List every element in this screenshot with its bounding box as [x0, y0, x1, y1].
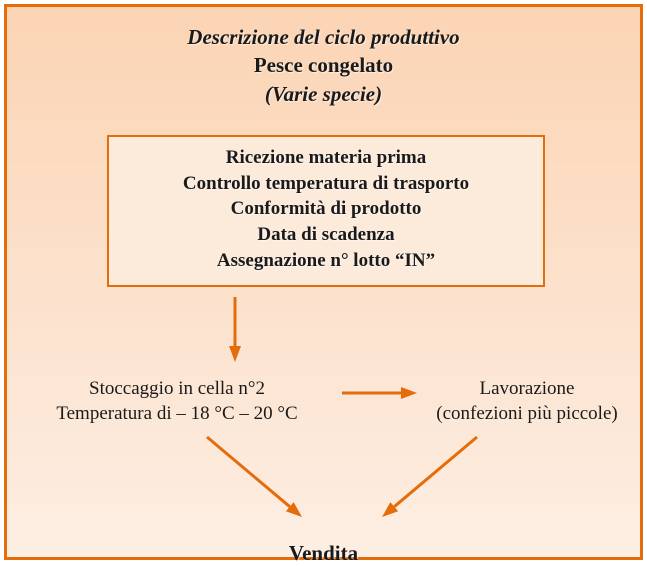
storage-line: Stoccaggio in cella n°2 — [29, 377, 325, 402]
storage-line: Temperatura di – 18 °C – 20 °C — [29, 402, 325, 427]
reception-line: Data di scadenza — [123, 222, 529, 248]
title-sub1: Pesce congelato — [7, 51, 640, 79]
reception-line: Conformità di prodotto — [123, 196, 529, 222]
reception-box: Ricezione materia prima Controllo temper… — [107, 135, 545, 287]
reception-line: Assegnazione n° lotto “IN” — [123, 248, 529, 274]
processing-line: (confezioni più piccole) — [427, 402, 627, 427]
storage-block: Stoccaggio in cella n°2 Temperatura di –… — [29, 377, 325, 426]
processing-line: Lavorazione — [427, 377, 627, 402]
header-block: Descrizione del ciclo produttivo Pesce c… — [7, 23, 640, 108]
arrow-storage-to-processing — [322, 373, 437, 413]
title-main: Descrizione del ciclo produttivo — [7, 23, 640, 51]
title-sub2: (Varie specie) — [7, 80, 640, 108]
sale-label: Vendita — [7, 541, 640, 566]
arrow-reception-to-storage — [215, 277, 255, 382]
reception-line: Ricezione materia prima — [123, 145, 529, 171]
reception-line: Controllo temperatura di trasporto — [123, 171, 529, 197]
processing-block: Lavorazione (confezioni più piccole) — [427, 377, 627, 426]
arrow-storage-to-sale — [187, 417, 322, 537]
outer-frame: Descrizione del ciclo produttivo Pesce c… — [4, 4, 643, 560]
arrow-processing-to-sale — [362, 417, 497, 537]
